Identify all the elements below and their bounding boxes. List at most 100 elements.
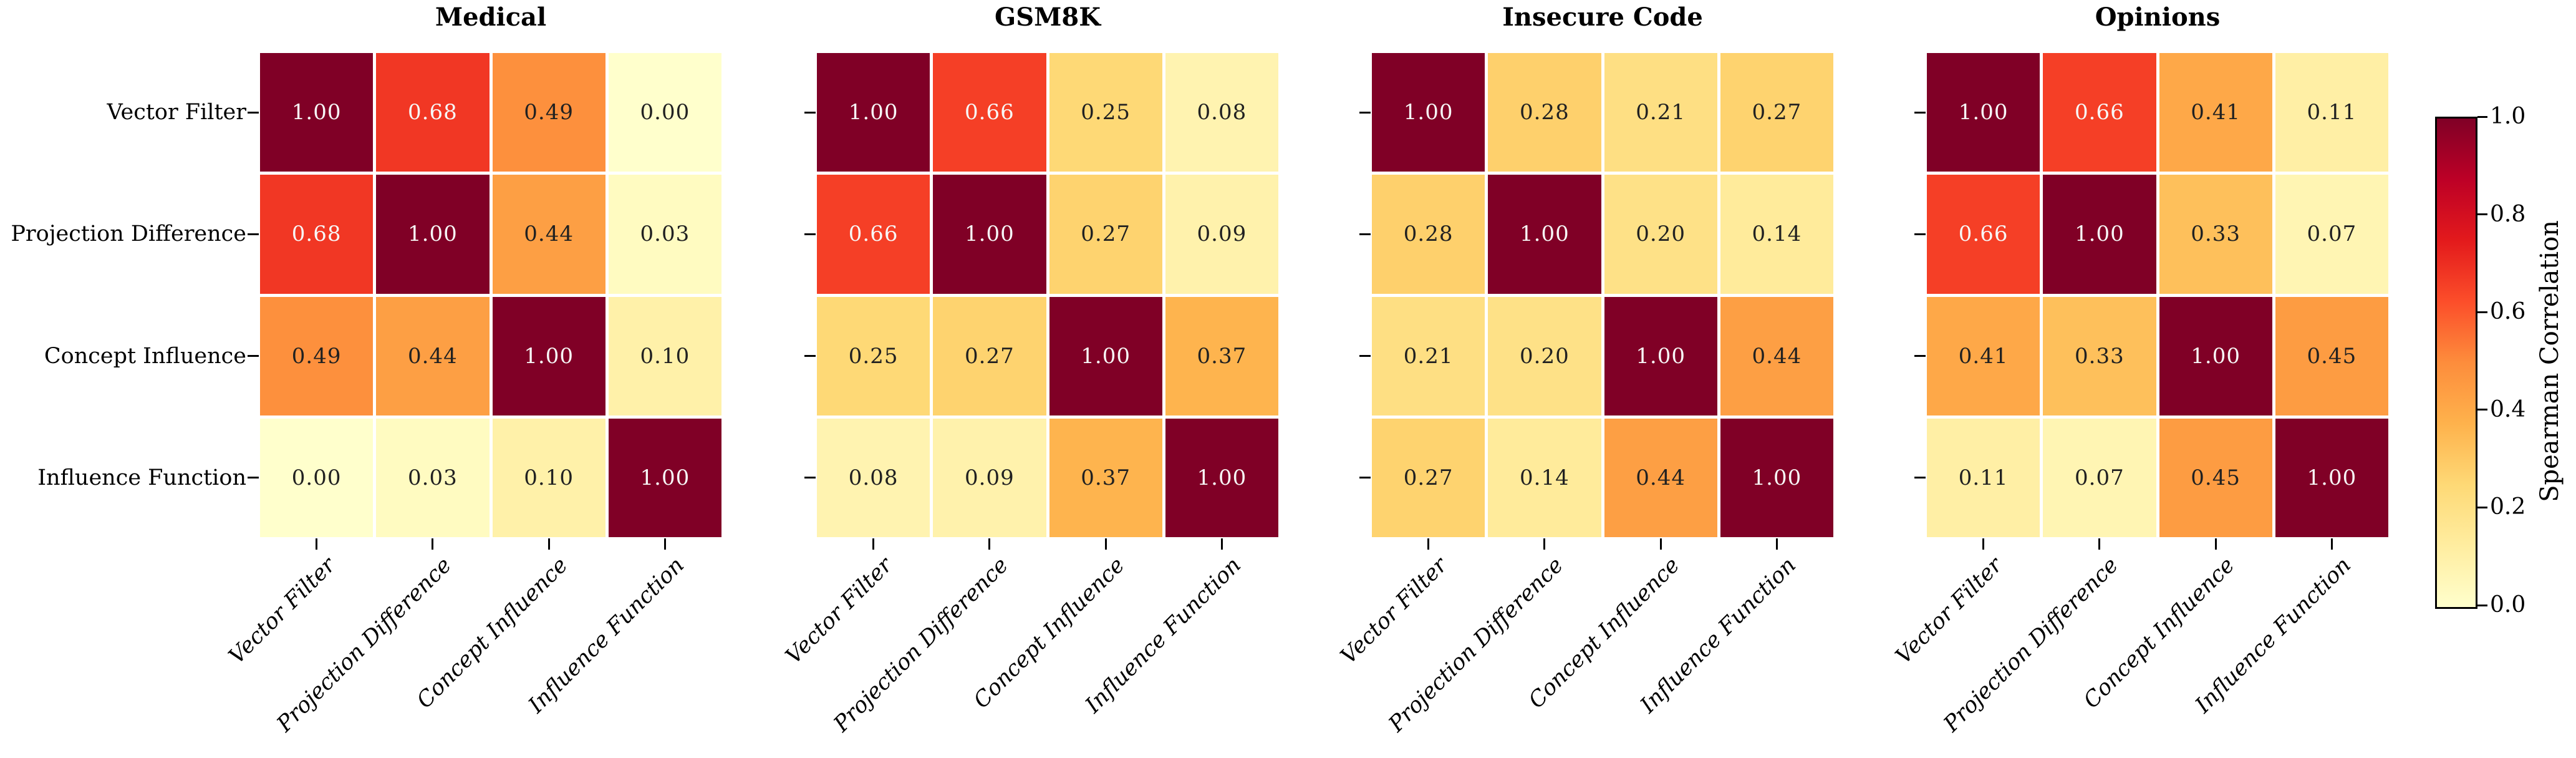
heatmap-cell: 1.00	[1927, 53, 2040, 172]
cell-value: 0.66	[848, 221, 899, 247]
heatmap-cell: 1.00	[933, 175, 1046, 294]
cell-value: 0.07	[2075, 465, 2125, 490]
cell-value: 0.08	[848, 465, 899, 490]
cell-value: 0.49	[291, 343, 342, 369]
colorbar-tick	[2477, 604, 2487, 606]
cell-value: 1.00	[1520, 221, 1570, 247]
cell-value: 1.00	[1958, 100, 2009, 125]
y-tick-label: Vector Filter	[107, 100, 246, 125]
panel-title-insecure-code: Insecure Code	[1502, 2, 1703, 32]
heatmap-cell: 1.00	[1720, 418, 1833, 537]
cell-value: 1.00	[640, 465, 690, 490]
heatmap-cell: 0.45	[2159, 418, 2272, 537]
cell-value: 0.11	[1958, 465, 2009, 490]
cell-value: 1.00	[848, 100, 899, 125]
col-tick	[988, 538, 991, 550]
heatmap-cell: 1.00	[376, 175, 490, 294]
heatmap-cell: 1.00	[2159, 296, 2272, 415]
cell-value: 0.68	[291, 221, 342, 247]
cell-value: 0.21	[1636, 100, 1686, 125]
row-tick	[804, 355, 816, 357]
cell-value: 1.00	[524, 343, 574, 369]
heatmap-cell: 0.68	[260, 175, 374, 294]
col-tick	[1982, 538, 1985, 550]
cell-value: 0.66	[1958, 221, 2009, 247]
panel-title-medical: Medical	[435, 2, 547, 32]
heatmap-cell: 0.44	[1604, 418, 1717, 537]
heatmap-cell: 0.49	[492, 53, 605, 172]
cell-value: 0.27	[1081, 221, 1131, 247]
heatmap-cell: 0.41	[2159, 53, 2272, 172]
row-tick	[1359, 233, 1371, 235]
col-tick	[663, 538, 666, 550]
cell-value: 0.14	[1752, 221, 1802, 247]
heatmap-cell: 0.28	[1372, 175, 1485, 294]
cell-value: 1.00	[1403, 100, 1454, 125]
heatmap-cell: 0.28	[1488, 53, 1601, 172]
cell-value: 0.37	[1197, 343, 1247, 369]
heatmap-medical: 1.00 0.68 0.49 0.00 0.68 1.00 0.44 0.03 0.49 0.44…	[260, 53, 721, 537]
colorbar-axis-label: Spearman Correlation	[2535, 220, 2564, 502]
cell-value: 0.11	[2307, 100, 2357, 125]
heatmap-cell: 1.00	[492, 296, 605, 415]
heatmap-cell: 0.09	[933, 418, 1046, 537]
heatmap-cell: 1.00	[1372, 53, 1485, 172]
cell-value: 0.10	[640, 343, 690, 369]
heatmap-cell: 0.07	[2275, 175, 2388, 294]
row-tick	[1914, 477, 1926, 479]
colorbar-tick-label: 0.2	[2490, 494, 2526, 520]
panel-title-gsm8k: GSM8K	[995, 2, 1101, 32]
heatmap-cell: 1.00	[2043, 175, 2156, 294]
colorbar-tick	[2477, 506, 2487, 508]
cell-value: 0.44	[524, 221, 574, 247]
heatmap-cell: 0.45	[2275, 296, 2388, 415]
heatmap-cell: 0.20	[1604, 175, 1717, 294]
cell-value: 0.10	[524, 465, 574, 490]
heatmap-cell: 0.08	[817, 418, 930, 537]
cell-value: 0.20	[1520, 343, 1570, 369]
heatmap-cell: 0.14	[1720, 175, 1833, 294]
cell-value: 0.49	[524, 100, 574, 125]
cell-value: 0.20	[1636, 221, 1686, 247]
heatmap-cell: 0.21	[1372, 296, 1485, 415]
cell-value: 1.00	[408, 221, 458, 247]
cell-value: 0.03	[408, 465, 458, 490]
cell-value: 0.00	[640, 100, 690, 125]
heatmap-cell: 0.66	[817, 175, 930, 294]
heatmap-cell: 0.44	[1720, 296, 1833, 415]
heatmap-cell: 0.66	[933, 53, 1046, 172]
row-tick	[1914, 233, 1926, 235]
row-tick	[1359, 477, 1371, 479]
heatmap-cell: 0.33	[2159, 175, 2272, 294]
x-tick-label: Vector Filter	[224, 553, 340, 669]
cell-value: 0.14	[1520, 465, 1570, 490]
cell-value: 0.27	[1752, 100, 1802, 125]
col-tick	[548, 538, 550, 550]
heatmap-cell: 1.00	[608, 418, 721, 537]
row-tick	[248, 233, 259, 235]
heatmap-cell: 0.21	[1604, 53, 1717, 172]
heatmap-cell: 0.27	[1720, 53, 1833, 172]
row-tick	[1914, 355, 1926, 357]
row-tick	[804, 111, 816, 114]
cell-value: 0.08	[1197, 100, 1247, 125]
heatmap-cell: 0.41	[1927, 296, 2040, 415]
cell-value: 0.33	[2075, 343, 2125, 369]
cell-value: 0.09	[1197, 221, 1247, 247]
cell-value: 1.00	[2307, 465, 2357, 490]
heatmap-cell: 1.00	[817, 53, 930, 172]
row-tick	[804, 233, 816, 235]
cell-value: 0.21	[1403, 343, 1454, 369]
heatmap-cell: 0.66	[1927, 175, 2040, 294]
heatmap-cell: 0.68	[376, 53, 490, 172]
colorbar-tick	[2477, 115, 2487, 118]
cell-value: 0.66	[965, 100, 1015, 125]
panel-title-opinions: Opinions	[2095, 2, 2221, 32]
heatmap-cell: 0.20	[1488, 296, 1601, 415]
cell-value: 0.28	[1520, 100, 1570, 125]
heatmap-cell: 0.11	[1927, 418, 2040, 537]
row-tick	[248, 477, 259, 479]
cell-value: 1.00	[2075, 221, 2125, 247]
cell-value: 0.45	[2191, 465, 2241, 490]
heatmap-cell: 0.25	[1049, 53, 1162, 172]
